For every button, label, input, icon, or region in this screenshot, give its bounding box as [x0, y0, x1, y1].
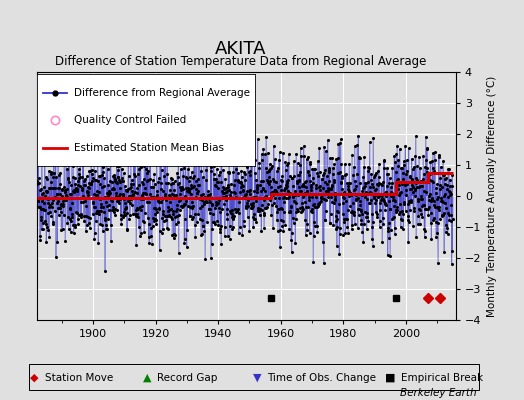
- Text: Berkeley Earth: Berkeley Earth: [400, 388, 477, 398]
- Text: Empirical Break: Empirical Break: [401, 373, 483, 383]
- Text: Station Move: Station Move: [45, 373, 113, 383]
- Y-axis label: Monthly Temperature Anomaly Difference (°C): Monthly Temperature Anomaly Difference (…: [487, 75, 497, 317]
- Text: ▼: ▼: [253, 373, 261, 383]
- Text: ◆: ◆: [30, 373, 38, 383]
- Text: ■: ■: [385, 373, 396, 383]
- Text: Time of Obs. Change: Time of Obs. Change: [267, 373, 376, 383]
- Text: Difference of Station Temperature Data from Regional Average: Difference of Station Temperature Data f…: [56, 55, 427, 68]
- Text: AKITA: AKITA: [215, 40, 267, 58]
- Text: ▲: ▲: [143, 373, 151, 383]
- Text: Record Gap: Record Gap: [157, 373, 217, 383]
